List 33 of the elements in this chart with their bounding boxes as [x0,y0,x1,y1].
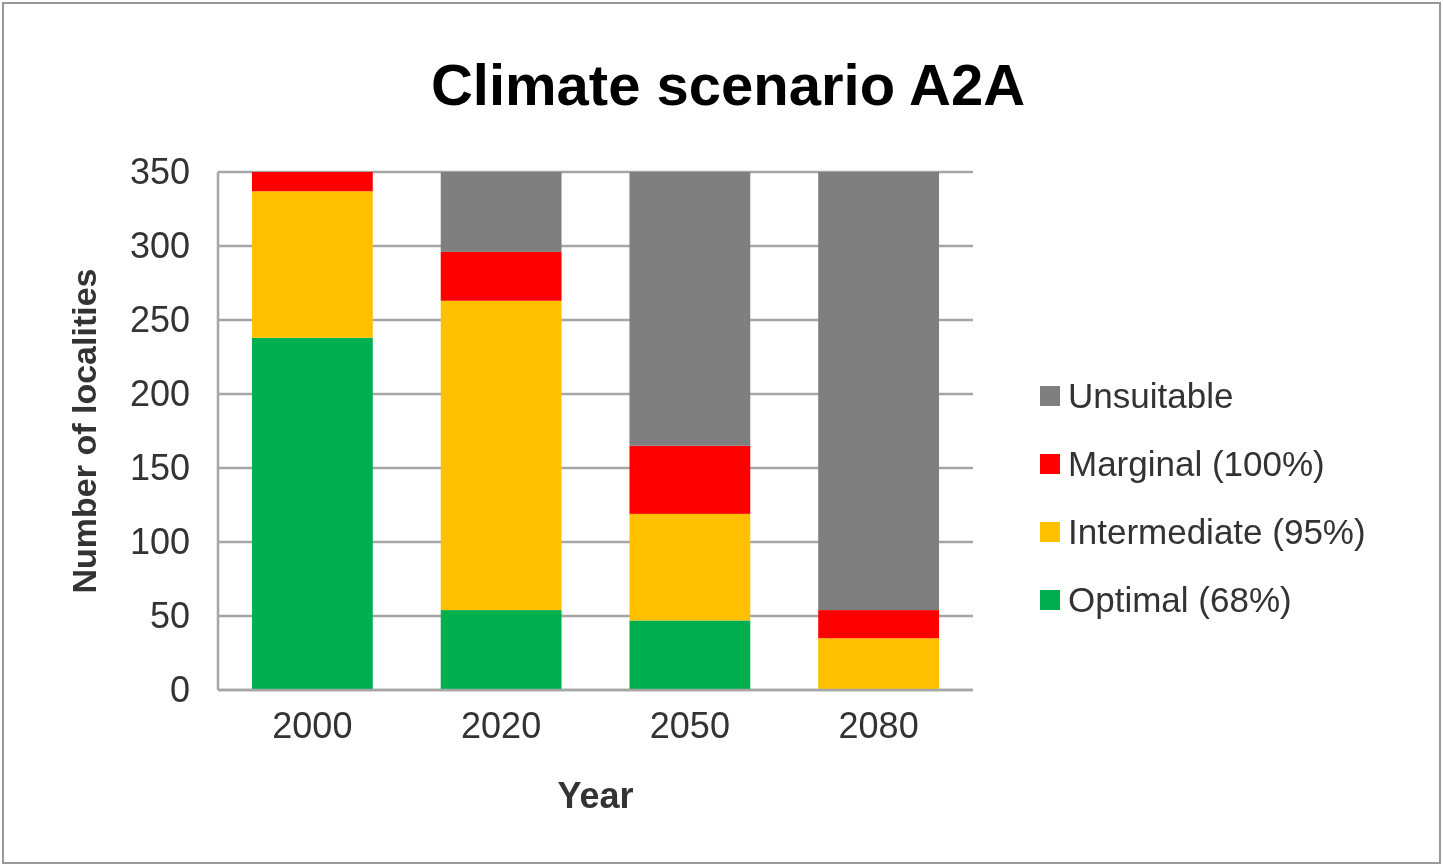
x-tick-label: 2050 [649,704,730,746]
y-axis-title: Number of localities [65,268,103,594]
y-tick-label: 200 [129,373,190,415]
bar [629,172,751,446]
bar [818,172,940,611]
bar [251,191,373,338]
legend-label: Optimal (68%) [1068,580,1292,619]
legend-label: Intermediate (95%) [1068,512,1366,551]
bar [818,638,940,690]
legend-label: Marginal (100%) [1068,444,1325,483]
y-tick-label: 0 [169,669,190,711]
y-tick-label: 350 [129,151,190,193]
x-tick-label: 2080 [838,704,919,746]
bar [251,172,373,192]
bar [251,337,373,690]
bar [818,610,940,639]
y-tick-label: 250 [129,299,190,341]
x-tick-label: 2000 [272,704,353,746]
chart-title: Climate scenario A2A [430,52,1026,117]
bar [629,620,751,690]
y-tick-label: 100 [129,521,190,563]
x-tick-label: 2020 [461,704,542,746]
y-tick-label: 150 [129,447,190,489]
y-tick-label: 50 [149,595,190,637]
bar [629,513,751,621]
bar [440,251,562,301]
y-tick-label: 300 [129,225,190,267]
bar [440,610,562,690]
bar [440,300,562,611]
x-axis-title: Year [557,775,634,816]
bar [629,445,751,514]
bar [440,172,562,252]
legend-label: Unsuitable [1068,376,1234,415]
